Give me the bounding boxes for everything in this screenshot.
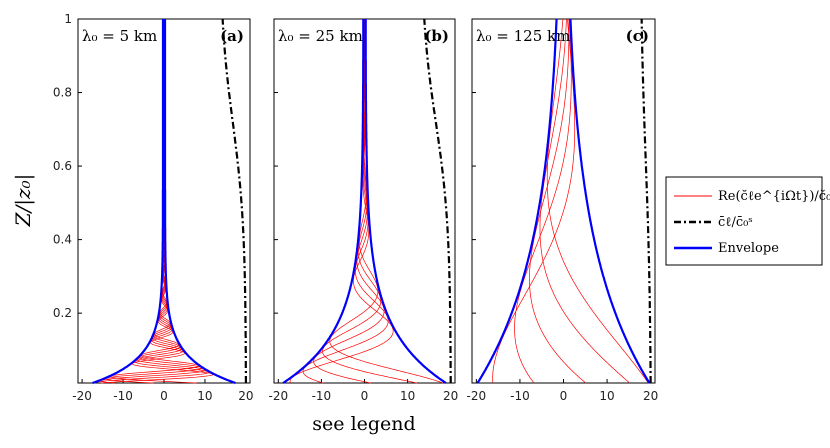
x-tick-label: -20 (269, 389, 289, 403)
x-tick-label: -10 (510, 389, 530, 403)
series-envelope-line (569, 18, 651, 384)
y-axis-label: Z/|z₀| (11, 174, 36, 228)
x-axis-label: see legend (312, 413, 415, 435)
x-tick-label: 20 (238, 389, 253, 403)
legend-label-mean: c̄ℓ/c̄₀ˢ (718, 215, 753, 230)
x-tick-label: 20 (643, 389, 658, 403)
x-tick-label: 10 (400, 389, 415, 403)
y-tick-label: 0.4 (53, 233, 72, 247)
x-tick-label: 10 (197, 389, 212, 403)
panel-b: -20 -10 0 10 20 λ₀ = 25 km (b) (269, 18, 458, 403)
series-envelope-line (163, 19, 236, 385)
y-tick-label: 0.6 (53, 159, 72, 173)
series-mean-line (423, 19, 452, 383)
y-tick-label: 0.2 (53, 306, 72, 320)
legend: Re(c̆ℓe^{iΩt})/c̆₀ˢ c̄ℓ/c̄₀ˢ Envelope (665, 176, 830, 266)
series-real-part-line (514, 18, 572, 384)
legend-label-env: Envelope (718, 241, 779, 256)
x-tick-label: 0 (160, 389, 168, 403)
series-mean-line (221, 18, 247, 383)
panel-title: λ₀ = 5 km (82, 27, 157, 45)
panel-label: (c) (626, 27, 649, 45)
plot-frame-c (471, 18, 656, 384)
series-mean-line (640, 19, 652, 383)
panel-label: (b) (424, 27, 449, 45)
series-envelope-line (92, 19, 165, 385)
x-tick-label: 20 (443, 389, 458, 403)
series-real-part-line (546, 18, 649, 384)
panel-label: (a) (220, 27, 244, 45)
x-tick-label: 10 (599, 389, 614, 403)
panel-c: -20 -10 0 10 20 λ₀ = 125 km (c) (467, 18, 658, 403)
x-tick-label: -20 (467, 389, 487, 403)
x-tick-label: -20 (72, 389, 92, 403)
y-tick-label: 1 (64, 12, 72, 26)
y-tick-label: 0.8 (53, 86, 72, 100)
series-envelope-line (364, 19, 447, 384)
x-tick-label: 0 (560, 389, 568, 403)
panel-title: λ₀ = 25 km (278, 27, 363, 45)
panel-a: -20 -10 0 10 20 0.2 0.4 0.6 0.8 1 λ₀ = 5 km (a) (53, 12, 254, 403)
panel-title: λ₀ = 125 km (476, 27, 570, 45)
x-tick-label: -10 (312, 389, 332, 403)
legend-label-real: Re(c̆ℓe^{iΩt})/c̆₀ˢ (718, 189, 830, 204)
x-tick-label: 0 (361, 389, 369, 403)
series-real-part-line (539, 19, 630, 384)
series-envelope-line (476, 18, 558, 384)
series-envelope-line (282, 19, 365, 384)
x-tick-label: -10 (113, 389, 133, 403)
series-real-part-line (529, 19, 586, 384)
